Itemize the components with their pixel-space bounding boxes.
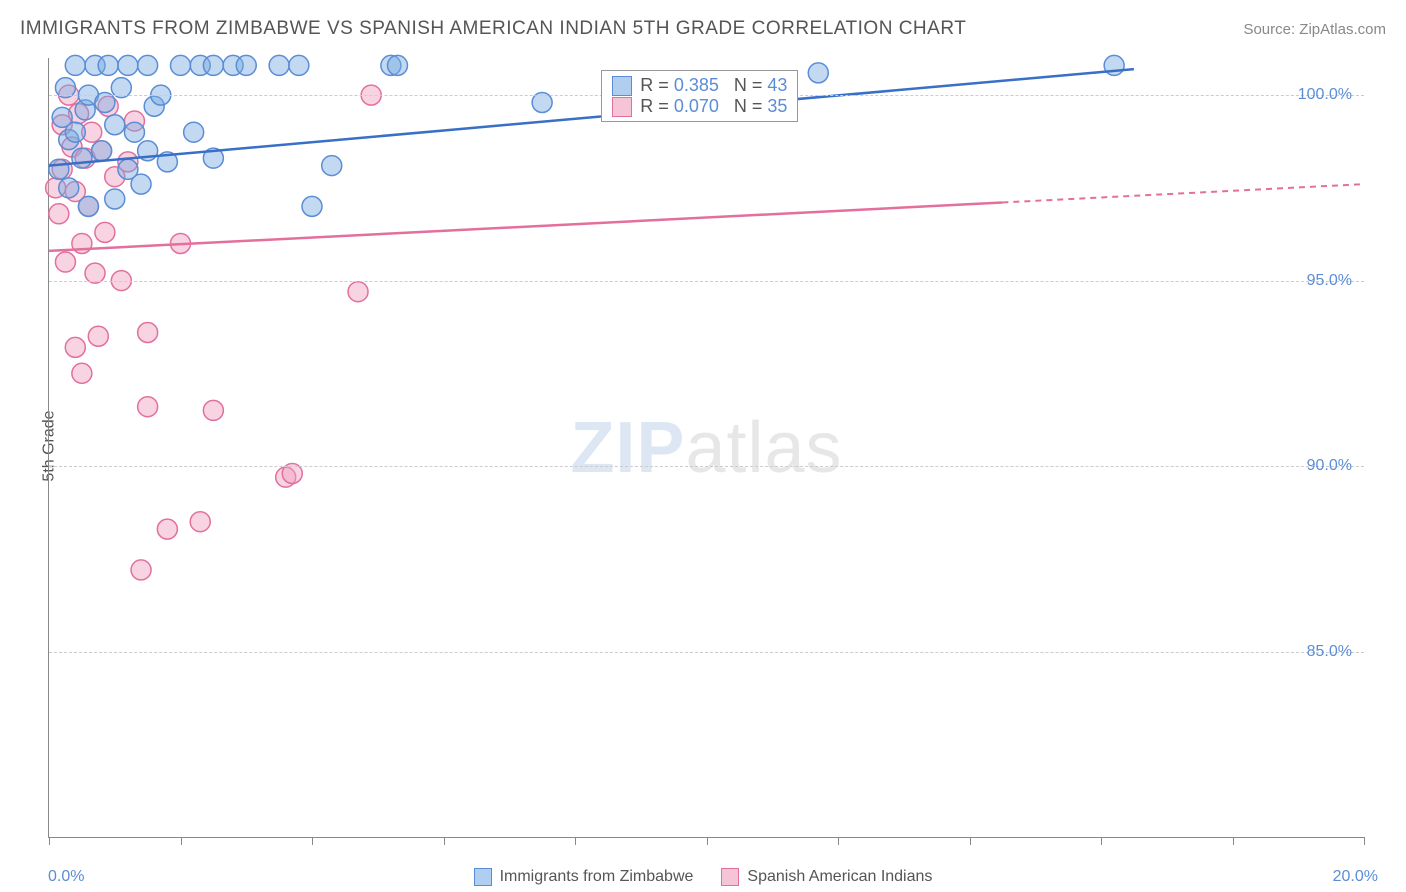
n-label: N =: [719, 75, 768, 95]
data-point: [55, 252, 75, 272]
stat-swatch: [612, 97, 632, 117]
data-point: [184, 122, 204, 142]
data-point: [59, 178, 79, 198]
legend-item-a: Immigrants from Zimbabwe: [474, 868, 694, 886]
source-label: Source: ZipAtlas.com: [1243, 21, 1386, 38]
data-point: [322, 156, 342, 176]
trend-line: [49, 69, 1134, 165]
x-tick: [575, 837, 576, 845]
data-point: [92, 141, 112, 161]
data-point: [289, 55, 309, 75]
data-point: [302, 196, 322, 216]
data-point: [190, 512, 210, 532]
x-tick: [444, 837, 445, 845]
data-point: [171, 55, 191, 75]
swatch-a: [474, 868, 492, 886]
x-tick: [1364, 837, 1365, 845]
data-point: [138, 55, 158, 75]
data-point: [138, 323, 158, 343]
stat-row: R = 0.070 N = 35: [612, 96, 787, 117]
swatch-b: [721, 868, 739, 886]
n-value: 35: [767, 96, 787, 116]
data-point: [118, 55, 138, 75]
data-point: [72, 363, 92, 383]
x-end-label: 20.0%: [1333, 868, 1378, 886]
stat-swatch: [612, 76, 632, 96]
data-point: [105, 115, 125, 135]
legend-label-a: Immigrants from Zimbabwe: [500, 868, 694, 886]
y-tick-label: 90.0%: [1307, 457, 1352, 475]
data-point: [65, 337, 85, 357]
data-point: [203, 55, 223, 75]
plot-area: ZIPatlas 85.0%90.0%95.0%100.0%R = 0.385 …: [48, 58, 1364, 838]
x-tick: [1101, 837, 1102, 845]
x-tick: [1233, 837, 1234, 845]
x-tick: [970, 837, 971, 845]
data-point: [138, 397, 158, 417]
x-tick: [707, 837, 708, 845]
r-label: R =: [640, 75, 674, 95]
data-point: [49, 159, 69, 179]
r-label: R =: [640, 96, 674, 116]
data-point: [269, 55, 289, 75]
data-point: [203, 400, 223, 420]
data-point: [131, 560, 151, 580]
n-label: N =: [719, 96, 768, 116]
data-point: [65, 122, 85, 142]
scatter-svg: [49, 58, 1364, 837]
data-point: [131, 174, 151, 194]
gridline: [49, 466, 1364, 467]
chart-title: IMMIGRANTS FROM ZIMBABWE VS SPANISH AMER…: [20, 18, 966, 40]
r-value: 0.385: [674, 75, 719, 95]
y-tick-label: 95.0%: [1307, 272, 1352, 290]
trend-line-dashed: [1002, 184, 1364, 202]
legend-item-b: Spanish American Indians: [721, 868, 932, 886]
legend-label-b: Spanish American Indians: [747, 868, 932, 886]
data-point: [78, 196, 98, 216]
data-point: [49, 204, 69, 224]
x-start-label: 0.0%: [48, 868, 84, 886]
data-point: [808, 63, 828, 83]
stat-row: R = 0.385 N = 43: [612, 75, 787, 96]
data-point: [236, 55, 256, 75]
x-tick: [181, 837, 182, 845]
correlation-stats-box: R = 0.385 N = 43R = 0.070 N = 35: [601, 70, 798, 123]
data-point: [98, 55, 118, 75]
data-point: [72, 148, 92, 168]
data-point: [387, 55, 407, 75]
x-tick: [49, 837, 50, 845]
data-point: [65, 55, 85, 75]
gridline: [49, 652, 1364, 653]
y-tick-label: 85.0%: [1307, 643, 1352, 661]
data-point: [348, 282, 368, 302]
data-point: [95, 222, 115, 242]
legend: Immigrants from Zimbabwe Spanish America…: [0, 868, 1406, 886]
n-value: 43: [767, 75, 787, 95]
data-point: [88, 326, 108, 346]
data-point: [105, 189, 125, 209]
r-value: 0.070: [674, 96, 719, 116]
x-tick: [838, 837, 839, 845]
trend-line: [49, 202, 1002, 250]
x-tick: [312, 837, 313, 845]
gridline: [49, 281, 1364, 282]
data-point: [157, 519, 177, 539]
data-point: [124, 122, 144, 142]
y-tick-label: 100.0%: [1298, 86, 1352, 104]
